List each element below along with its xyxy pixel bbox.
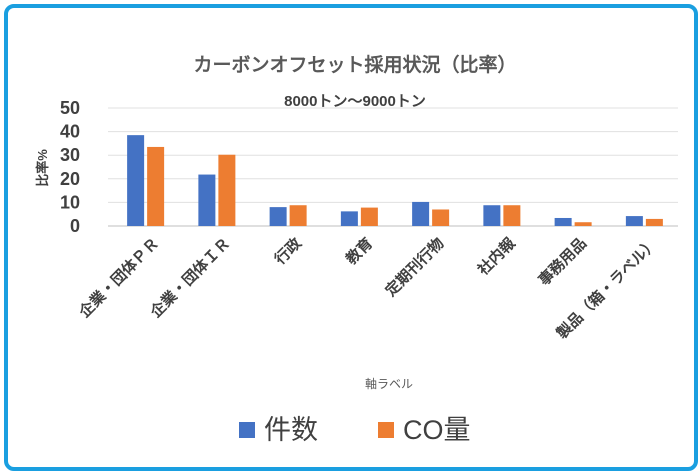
bar [645, 218, 663, 226]
legend-swatch [378, 422, 394, 438]
bar [574, 222, 592, 226]
bar [625, 216, 643, 226]
y-tick-label: 10 [60, 192, 80, 212]
chart-frame [4, 4, 698, 471]
x-axis-label: 軸ラベル [365, 377, 413, 391]
y-tick-label: 30 [60, 145, 80, 165]
chart-subtitle: 8000トン～9000トン [284, 93, 426, 110]
bar [289, 205, 307, 226]
legend: 件数 CO量 [239, 415, 471, 445]
legend-label: CO量 [403, 415, 471, 445]
y-tick-labels: 0 10 20 30 40 50 [60, 98, 80, 236]
bar [127, 135, 145, 226]
y-axis-label: 比率% [35, 149, 50, 187]
bar [218, 154, 236, 226]
x-tick-label: 行政 [270, 233, 305, 268]
bar [269, 207, 287, 226]
bar [360, 207, 378, 226]
x-tick-label: 教育 [342, 234, 377, 269]
x-tick-label: 社内報 [473, 233, 519, 279]
bar [147, 146, 165, 226]
chart-title: カーボンオフセット採用状況（比率） [193, 53, 516, 76]
x-tick-label: 定期刊行物 [382, 234, 448, 300]
y-tick-label: 0 [70, 216, 80, 236]
bars [127, 135, 663, 226]
gridlines [108, 107, 678, 227]
legend-label: 件数 [264, 415, 318, 445]
bar [554, 217, 572, 226]
bar [340, 211, 358, 226]
bar [432, 209, 450, 226]
bar [198, 174, 216, 226]
legend-swatch [239, 422, 255, 438]
y-tick-label: 20 [60, 169, 80, 189]
y-tick-label: 40 [60, 122, 80, 142]
y-tick-label: 50 [60, 98, 80, 118]
bar [503, 205, 521, 226]
bar [483, 205, 501, 226]
bar [412, 201, 430, 226]
x-tick-label: 事務用品 [535, 234, 590, 289]
